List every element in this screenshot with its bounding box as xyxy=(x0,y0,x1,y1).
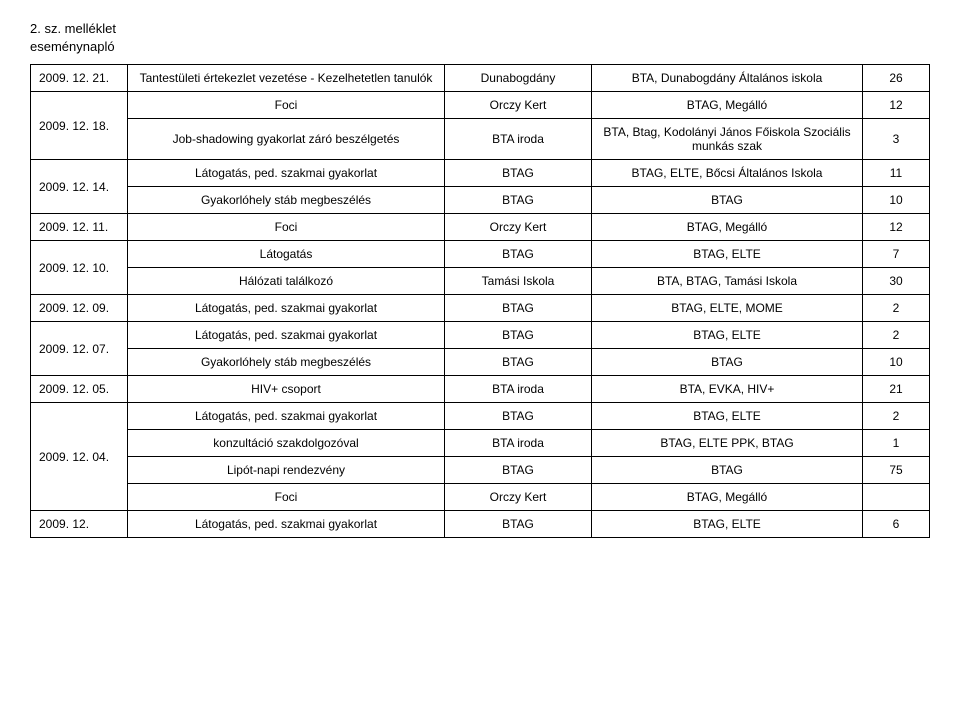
count-cell: 6 xyxy=(863,511,930,538)
org-cell: BTA, Dunabogdány Általános iskola xyxy=(592,65,863,92)
page-header: 2. sz. melléklet eseménynapló xyxy=(30,20,930,56)
location-cell: BTA iroda xyxy=(445,376,592,403)
org-cell: BTAG xyxy=(592,457,863,484)
org-cell: BTA, Btag, Kodolányi János Főiskola Szoc… xyxy=(592,119,863,160)
activity-cell: Látogatás, ped. szakmai gyakorlat xyxy=(128,295,445,322)
date-cell: 2009. 12. 11. xyxy=(31,214,128,241)
org-cell: BTAG, ELTE xyxy=(592,511,863,538)
header-line-1: 2. sz. melléklet xyxy=(30,20,930,38)
count-cell: 21 xyxy=(863,376,930,403)
activity-cell: Látogatás, ped. szakmai gyakorlat xyxy=(128,511,445,538)
header-line-2: eseménynapló xyxy=(30,38,930,56)
count-cell: 12 xyxy=(863,92,930,119)
activity-cell: HIV+ csoport xyxy=(128,376,445,403)
activity-cell: Látogatás xyxy=(128,241,445,268)
count-cell xyxy=(863,484,930,511)
location-cell: Tamási Iskola xyxy=(445,268,592,295)
count-cell: 3 xyxy=(863,119,930,160)
table-row: 2009. 12. 04.Látogatás, ped. szakmai gya… xyxy=(31,403,930,430)
table-row: Gyakorlóhely stáb megbeszélésBTAGBTAG10 xyxy=(31,187,930,214)
count-cell: 2 xyxy=(863,322,930,349)
org-cell: BTAG xyxy=(592,187,863,214)
date-cell: 2009. 12. 18. xyxy=(31,92,128,160)
location-cell: BTAG xyxy=(445,511,592,538)
count-cell: 10 xyxy=(863,187,930,214)
date-cell: 2009. 12. 04. xyxy=(31,403,128,511)
table-row: 2009. 12. 10.LátogatásBTAGBTAG, ELTE7 xyxy=(31,241,930,268)
activity-cell: Látogatás, ped. szakmai gyakorlat xyxy=(128,403,445,430)
location-cell: BTAG xyxy=(445,187,592,214)
location-cell: Dunabogdány xyxy=(445,65,592,92)
activity-cell: Gyakorlóhely stáb megbeszélés xyxy=(128,187,445,214)
org-cell: BTAG, ELTE, Bőcsi Általános Iskola xyxy=(592,160,863,187)
location-cell: BTAG xyxy=(445,295,592,322)
date-cell: 2009. 12. 09. xyxy=(31,295,128,322)
table-row: 2009. 12. 18.FociOrczy KertBTAG, Megálló… xyxy=(31,92,930,119)
activity-cell: Hálózati találkozó xyxy=(128,268,445,295)
location-cell: BTA iroda xyxy=(445,119,592,160)
org-cell: BTAG, Megálló xyxy=(592,484,863,511)
count-cell: 11 xyxy=(863,160,930,187)
location-cell: BTAG xyxy=(445,349,592,376)
activity-cell: Gyakorlóhely stáb megbeszélés xyxy=(128,349,445,376)
date-cell: 2009. 12. 10. xyxy=(31,241,128,295)
date-cell: 2009. 12. 14. xyxy=(31,160,128,214)
location-cell: Orczy Kert xyxy=(445,214,592,241)
date-cell: 2009. 12. 07. xyxy=(31,322,128,376)
activity-cell: Látogatás, ped. szakmai gyakorlat xyxy=(128,322,445,349)
location-cell: BTAG xyxy=(445,457,592,484)
table-row: 2009. 12. 11.FociOrczy KertBTAG, Megálló… xyxy=(31,214,930,241)
org-cell: BTA, BTAG, Tamási Iskola xyxy=(592,268,863,295)
activity-cell: konzultáció szakdolgozóval xyxy=(128,430,445,457)
activity-cell: Foci xyxy=(128,484,445,511)
org-cell: BTAG, Megálló xyxy=(592,92,863,119)
location-cell: BTAG xyxy=(445,160,592,187)
count-cell: 75 xyxy=(863,457,930,484)
count-cell: 2 xyxy=(863,403,930,430)
org-cell: BTAG, ELTE PPK, BTAG xyxy=(592,430,863,457)
location-cell: Orczy Kert xyxy=(445,92,592,119)
table-row: Job-shadowing gyakorlat záró beszélgetés… xyxy=(31,119,930,160)
count-cell: 1 xyxy=(863,430,930,457)
count-cell: 12 xyxy=(863,214,930,241)
activity-cell: Foci xyxy=(128,92,445,119)
location-cell: BTAG xyxy=(445,403,592,430)
event-log-table: 2009. 12. 21.Tantestületi értekezlet vez… xyxy=(30,64,930,538)
table-row: 2009. 12. 09.Látogatás, ped. szakmai gya… xyxy=(31,295,930,322)
table-row: Lipót-napi rendezvényBTAGBTAG75 xyxy=(31,457,930,484)
table-row: 2009. 12. 05.HIV+ csoportBTA irodaBTA, E… xyxy=(31,376,930,403)
date-cell: 2009. 12. xyxy=(31,511,128,538)
count-cell: 26 xyxy=(863,65,930,92)
date-cell: 2009. 12. 05. xyxy=(31,376,128,403)
org-cell: BTAG, ELTE xyxy=(592,241,863,268)
org-cell: BTAG, ELTE xyxy=(592,322,863,349)
location-cell: Orczy Kert xyxy=(445,484,592,511)
date-cell: 2009. 12. 21. xyxy=(31,65,128,92)
activity-cell: Lipót-napi rendezvény xyxy=(128,457,445,484)
table-row: 2009. 12. 07.Látogatás, ped. szakmai gya… xyxy=(31,322,930,349)
org-cell: BTA, EVKA, HIV+ xyxy=(592,376,863,403)
activity-cell: Látogatás, ped. szakmai gyakorlat xyxy=(128,160,445,187)
count-cell: 2 xyxy=(863,295,930,322)
table-row: 2009. 12. 14.Látogatás, ped. szakmai gya… xyxy=(31,160,930,187)
count-cell: 7 xyxy=(863,241,930,268)
table-row: 2009. 12.Látogatás, ped. szakmai gyakorl… xyxy=(31,511,930,538)
location-cell: BTAG xyxy=(445,241,592,268)
org-cell: BTAG xyxy=(592,349,863,376)
table-row: Gyakorlóhely stáb megbeszélésBTAGBTAG10 xyxy=(31,349,930,376)
location-cell: BTAG xyxy=(445,322,592,349)
count-cell: 10 xyxy=(863,349,930,376)
activity-cell: Job-shadowing gyakorlat záró beszélgetés xyxy=(128,119,445,160)
org-cell: BTAG, ELTE xyxy=(592,403,863,430)
location-cell: BTA iroda xyxy=(445,430,592,457)
org-cell: BTAG, ELTE, MOME xyxy=(592,295,863,322)
table-row: konzultáció szakdolgozóvalBTA irodaBTAG,… xyxy=(31,430,930,457)
org-cell: BTAG, Megálló xyxy=(592,214,863,241)
count-cell: 30 xyxy=(863,268,930,295)
table-row: Hálózati találkozóTamási IskolaBTA, BTAG… xyxy=(31,268,930,295)
activity-cell: Tantestületi értekezlet vezetése - Kezel… xyxy=(128,65,445,92)
activity-cell: Foci xyxy=(128,214,445,241)
table-row: 2009. 12. 21.Tantestületi értekezlet vez… xyxy=(31,65,930,92)
table-row: FociOrczy KertBTAG, Megálló xyxy=(31,484,930,511)
